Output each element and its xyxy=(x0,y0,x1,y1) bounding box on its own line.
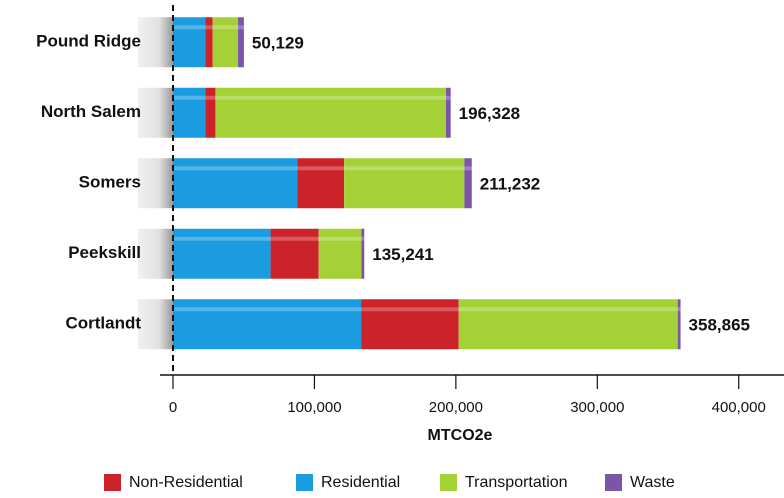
bar-segment xyxy=(173,17,206,68)
total-label: 50,129 xyxy=(252,34,304,53)
x-tick-label: 300,000 xyxy=(570,399,624,416)
x-tick-label: 0 xyxy=(169,399,177,416)
bar-segment xyxy=(458,299,678,350)
bar-segment xyxy=(173,158,298,209)
total-label: 358,865 xyxy=(689,316,750,335)
x-axis-label: MTCO2e xyxy=(428,427,493,444)
category-label: Peekskill xyxy=(68,243,141,262)
x-tick-label: 200,000 xyxy=(429,399,483,416)
legend-swatch xyxy=(605,474,622,491)
bar-highlight xyxy=(173,25,244,30)
legend-swatch xyxy=(440,474,457,491)
bar-segment xyxy=(677,299,681,350)
bar-segment xyxy=(173,87,206,138)
bar-highlight xyxy=(173,236,365,241)
total-label: 135,241 xyxy=(372,245,433,264)
bar-shadow xyxy=(138,228,173,279)
bar-segment xyxy=(297,158,345,209)
bar-segment xyxy=(464,158,472,209)
bar-shadow xyxy=(138,158,173,209)
bar-segment xyxy=(205,17,213,68)
legend-swatch xyxy=(296,474,313,491)
legend-label: Waste xyxy=(630,474,675,491)
bar-shadow xyxy=(138,17,173,68)
bar-highlight xyxy=(173,166,472,171)
bar-shadow xyxy=(138,87,173,138)
bar-segment xyxy=(270,228,319,279)
x-tick-label: 100,000 xyxy=(287,399,341,416)
x-tick-label: 400,000 xyxy=(712,399,766,416)
bar-segment xyxy=(173,299,362,350)
category-label: Somers xyxy=(79,173,141,192)
bar-segment xyxy=(344,158,465,209)
legend-label: Non-Residential xyxy=(129,474,243,491)
bar-segment xyxy=(318,228,362,279)
bar-segment xyxy=(361,299,459,350)
legend-label: Residential xyxy=(321,474,400,491)
bar-highlight xyxy=(173,307,681,312)
bar-segment xyxy=(215,87,446,138)
bar-segment xyxy=(361,228,365,279)
category-label: Cortlandt xyxy=(65,314,141,333)
category-label: Pound Ridge xyxy=(36,32,141,51)
category-label: North Salem xyxy=(41,102,141,121)
legend-swatch xyxy=(104,474,121,491)
bar-segment xyxy=(238,17,244,68)
bar-segment xyxy=(445,87,451,138)
total-label: 211,232 xyxy=(480,175,541,194)
legend-label: Transportation xyxy=(465,474,568,491)
bar-segment xyxy=(205,87,216,138)
bar-segment xyxy=(212,17,239,68)
bar-shadow xyxy=(138,299,173,350)
total-label: 196,328 xyxy=(459,104,520,123)
bar-segment xyxy=(173,228,271,279)
bar-highlight xyxy=(173,95,451,100)
